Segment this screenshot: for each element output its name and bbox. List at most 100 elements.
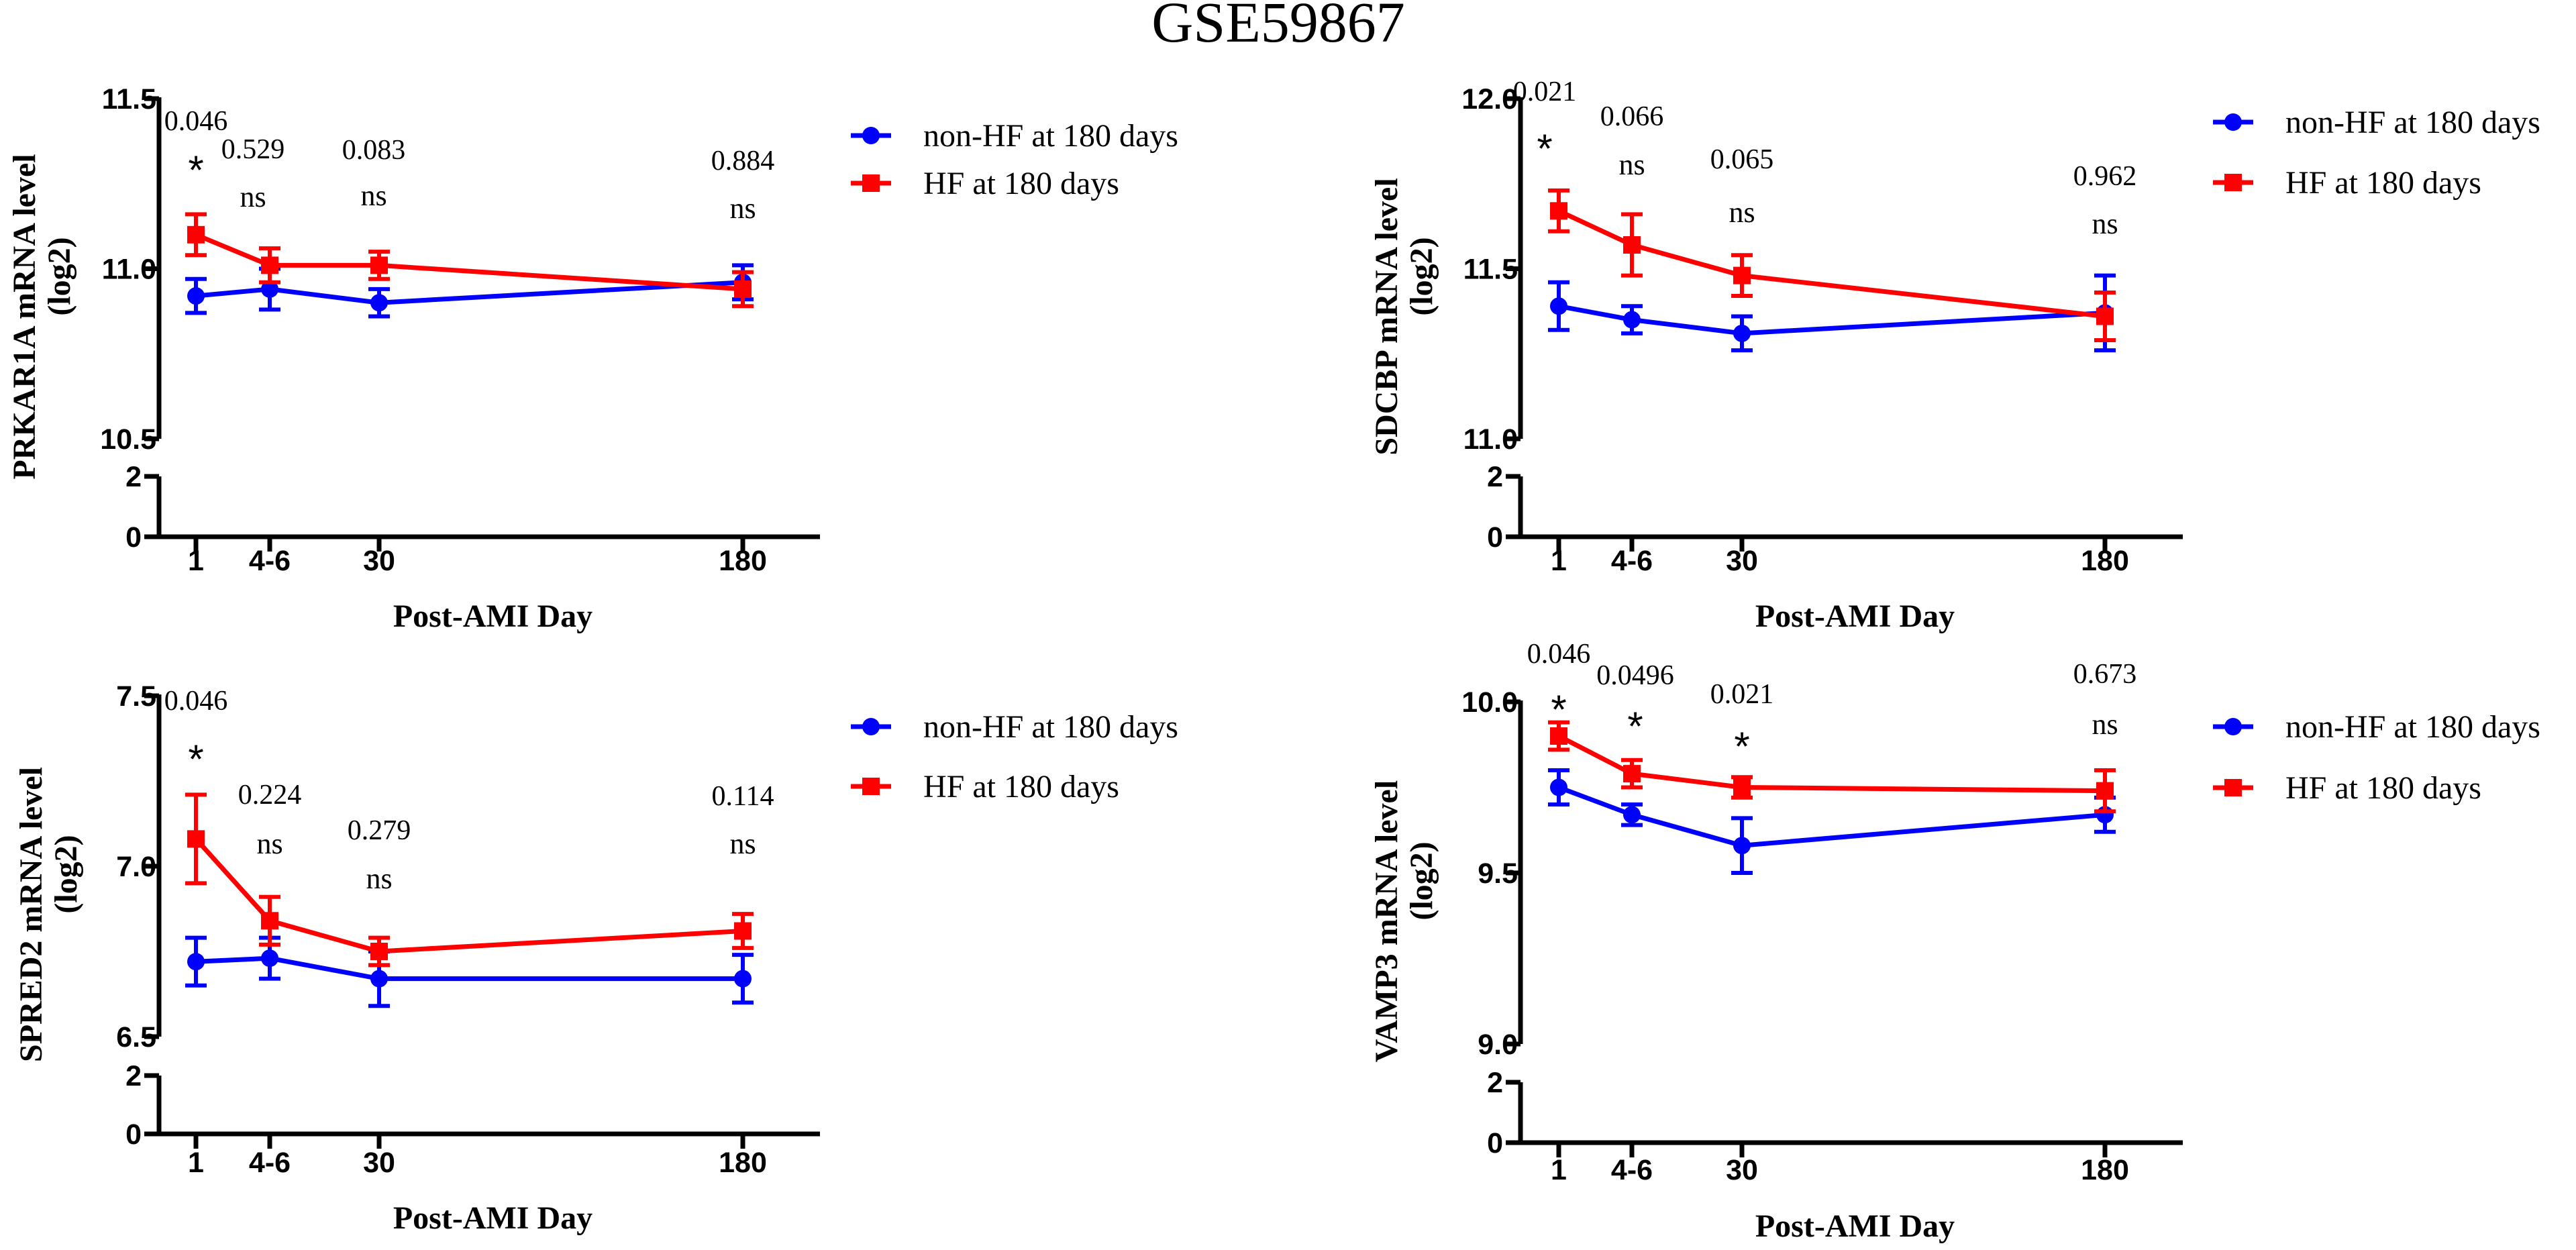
legend-label: HF at 180 days [923, 166, 1119, 201]
data-point [1733, 778, 1751, 796]
p-value-label: 0.224 [238, 780, 302, 811]
series-hf [1548, 720, 2116, 814]
legend: non-HF at 180 days HF at 180 days [851, 118, 1178, 201]
y-axis-label-unit: (log2) [48, 835, 84, 913]
p-value-label: 0.046 [1527, 639, 1591, 670]
data-point [1733, 324, 1751, 342]
y-tick-label: 12.0 [1461, 83, 1518, 115]
p-value-label: 0.114 [712, 781, 774, 812]
y-tick-label: 11.5 [1463, 254, 1518, 286]
y-break-tick-label: 2 [1487, 1067, 1503, 1099]
p-value-label: 0.884 [711, 146, 775, 176]
y-tick-label: 10.5 [100, 423, 156, 456]
legend-marker-square [2224, 174, 2242, 191]
x-tick-label: 180 [2081, 545, 2129, 577]
significance-label: ns [366, 862, 392, 895]
data-point [261, 256, 278, 274]
y-tick-label: 11.0 [102, 254, 156, 286]
legend-marker-circle [862, 718, 880, 735]
p-value-label: 0.279 [348, 815, 411, 846]
series-hf [185, 212, 754, 309]
y-tick-label: 11.0 [1463, 423, 1518, 456]
p-value-label: 0.066 [1600, 101, 1664, 132]
y-axis-label: VAMP3 mRNA level [1369, 780, 1404, 1062]
p-value-label: 0.021 [1710, 679, 1774, 710]
x-tick-label: 1 [188, 545, 204, 577]
legend-label: non-HF at 180 days [2285, 709, 2540, 745]
significance-label: ns [1618, 148, 1645, 181]
data-point [1550, 778, 1567, 796]
series-line [1557, 785, 2106, 848]
y-axis-label: SDCBP mRNA level [1369, 178, 1404, 455]
y-break-tick-label: 0 [1487, 1127, 1503, 1159]
y-tick-label: 7.5 [116, 680, 156, 713]
legend: non-HF at 180 days HF at 180 days [2213, 105, 2540, 201]
legend-marker-square [862, 778, 880, 795]
legend-label: non-HF at 180 days [923, 709, 1178, 745]
data-point [1623, 765, 1641, 783]
x-tick-label: 4-6 [1611, 1154, 1653, 1186]
y-tick-label: 10.0 [1461, 686, 1518, 719]
significance-star: * [1734, 724, 1749, 769]
y-tick-label: 6.5 [116, 1021, 156, 1053]
data-point [370, 256, 388, 274]
series-non_hf [1548, 768, 2116, 875]
x-tick-label: 180 [2081, 1154, 2129, 1186]
significance-label: ns [240, 180, 266, 213]
significance-label: ns [729, 827, 756, 860]
significance-star: * [1537, 126, 1552, 171]
series-non_hf [1548, 273, 2116, 353]
series-line [1558, 303, 2106, 336]
x-axis-label: Post-AMI Day [1755, 1208, 1955, 1244]
significance-label: ns [360, 179, 387, 212]
data-point [187, 287, 205, 305]
x-axis-label: Post-AMI Day [1755, 598, 1955, 634]
data-point [1550, 202, 1567, 220]
data-point [2096, 782, 2114, 800]
y-axis-label-unit: (log2) [42, 237, 77, 315]
legend-marker-square [862, 174, 880, 192]
data-point [2096, 307, 2114, 325]
data-point [734, 280, 752, 298]
data-point [1623, 806, 1641, 824]
y-axis-label: PRKAR1A mRNA level [7, 154, 42, 479]
data-point [370, 970, 388, 988]
series-line [1557, 209, 2106, 319]
x-tick-label: 180 [719, 545, 767, 577]
series-line [195, 232, 743, 292]
x-tick-label: 180 [719, 1147, 767, 1179]
legend-marker-circle [862, 127, 880, 144]
y-break-tick-label: 2 [125, 1060, 142, 1092]
y-axis-label-unit: (log2) [1404, 237, 1439, 315]
p-value-label: 0.083 [342, 135, 406, 166]
series-hf [1548, 188, 2116, 342]
legend-label: non-HF at 180 days [923, 118, 1178, 154]
x-tick-label: 1 [1551, 1154, 1567, 1186]
x-axis-label: Post-AMI Day [393, 598, 593, 634]
legend-marker-circle [2224, 718, 2242, 735]
x-tick-label: 4-6 [1611, 545, 1653, 577]
legend-label: HF at 180 days [923, 769, 1119, 804]
y-tick-label: 9.5 [1478, 857, 1518, 890]
data-point [1733, 266, 1751, 284]
legend-marker-square [2224, 779, 2242, 796]
x-axis-label: Post-AMI Day [393, 1200, 593, 1236]
legend: non-HF at 180 days HF at 180 days [2213, 709, 2540, 806]
x-tick-label: 30 [1726, 1154, 1758, 1186]
y-break-tick-label: 0 [125, 1118, 142, 1151]
data-point [1550, 727, 1567, 745]
p-value-label: 0.0496 [1596, 660, 1674, 691]
series-line [194, 837, 743, 954]
series-line [195, 955, 743, 982]
series-non_hf [185, 263, 754, 319]
p-value-label: 0.065 [1710, 144, 1774, 175]
significance-label: ns [729, 192, 756, 225]
data-point [370, 294, 388, 312]
legend-label: non-HF at 180 days [2285, 105, 2540, 140]
p-value-label: 0.529 [221, 134, 285, 165]
data-point [1550, 297, 1567, 315]
x-tick-label: 30 [1726, 545, 1758, 577]
significance-star: * [1551, 687, 1566, 732]
significance-label: ns [1729, 196, 1755, 229]
x-tick-label: 1 [1551, 545, 1567, 577]
